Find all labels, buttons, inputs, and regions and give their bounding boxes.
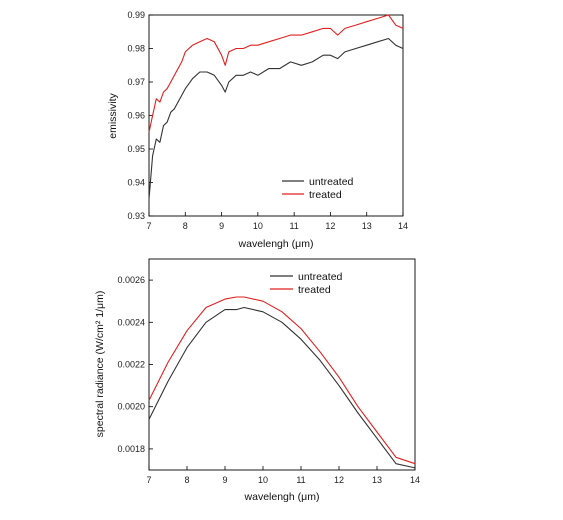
emissivity-plot-frame: [148, 14, 404, 217]
radiance-y-tick-label: 0.0020: [117, 402, 145, 412]
emissivity-y-axis-label: emissivity: [107, 93, 119, 139]
radiance-y-ticks: 0.0018 0.0020 0.0022 0.0024 0.0026: [117, 275, 153, 454]
emissivity-x-tick-label: 12: [325, 221, 335, 231]
radiance-plot-frame: [148, 258, 416, 471]
emissivity-x-tick-label: 8: [183, 221, 188, 231]
emissivity-legend: untreated treated: [282, 176, 354, 201]
radiance-x-tick-label: 8: [184, 475, 189, 485]
radiance-x-tick-label: 10: [258, 475, 268, 485]
radiance-x-tick-label: 11: [296, 475, 305, 485]
emissivity-x-ticks: 7 8 9 10 11 12 13 14: [146, 212, 408, 231]
radiance-y-tick-label: 0.0018: [117, 444, 145, 454]
radiance-y-tick-label: 0.0026: [117, 275, 145, 285]
emissivity-y-tick-label: 0.98: [127, 44, 145, 54]
radiance-series-line-treated: [148, 296, 416, 465]
legend-label-treated: treated: [298, 284, 331, 296]
emissivity-x-axis-label: wavelengh (μm): [238, 238, 314, 250]
radiance-x-tick-label: 7: [146, 475, 151, 485]
emissivity-x-tick-label: 7: [146, 221, 151, 231]
radiance-legend: untreated treated: [270, 271, 343, 296]
radiance-x-tick-label: 9: [222, 475, 227, 485]
emissivity-series-line-treated: [148, 14, 404, 133]
radiance-x-axis-label: wavelengh (μm): [244, 491, 320, 503]
emissivity-y-tick-label: 0.94: [127, 178, 145, 188]
radiance-y-tick-label: 0.0022: [117, 360, 145, 370]
radiance-x-tick-label: 13: [372, 475, 382, 485]
radiance-x-tick-label: 12: [334, 475, 344, 485]
legend-label-untreated: untreated: [298, 271, 343, 283]
emissivity-x-tick-label: 11: [289, 221, 298, 231]
radiance-x-ticks: 7 8 9 10 11 12 13 14: [146, 466, 420, 485]
emissivity-series: [148, 14, 404, 200]
radiance-y-axis-label: spectral radiance (W/cm² 1/μm): [94, 291, 106, 438]
emissivity-x-tick-label: 13: [362, 221, 372, 231]
emissivity-y-ticks: 0.93 0.94 0.95 0.96 0.97 0.98 0.99: [127, 10, 153, 221]
radiance-series-line-untreated: [148, 306, 416, 469]
legend-label-untreated: untreated: [309, 176, 354, 188]
emissivity-series-line-untreated: [148, 37, 404, 200]
emissivity-y-tick-label: 0.97: [127, 77, 145, 87]
spectral-radiance-chart: 7 8 9 10 11 12 13 14 0.00180.00200.00220.00240.…: [94, 258, 420, 503]
emissivity-y-tick-label: 0.99: [127, 10, 145, 20]
radiance-series: [148, 296, 416, 469]
emissivity-chart: 7 8 9 10 11 12 13 14 0.930.940.950.960.970.980.…: [107, 10, 408, 250]
emissivity-y-tick-label: 0.96: [127, 111, 145, 121]
radiance-y-tick-label: 0.0024: [117, 317, 145, 327]
emissivity-x-tick-label: 10: [253, 221, 263, 231]
emissivity-y-tick-label: 0.93: [127, 211, 145, 221]
radiance-x-tick-label: 14: [410, 475, 420, 485]
emissivity-y-tick-label: 0.95: [127, 144, 145, 154]
emissivity-x-tick-label: 9: [219, 221, 224, 231]
emissivity-x-tick-label: 14: [398, 221, 408, 231]
legend-label-treated: treated: [309, 189, 342, 201]
